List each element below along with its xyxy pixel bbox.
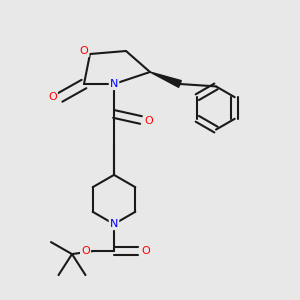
Text: O: O (48, 92, 57, 103)
Text: O: O (141, 246, 150, 256)
Polygon shape (150, 72, 181, 87)
Text: O: O (80, 46, 88, 56)
Text: N: N (110, 79, 118, 89)
Text: O: O (81, 246, 90, 256)
Text: O: O (144, 116, 153, 127)
Text: N: N (110, 219, 118, 229)
